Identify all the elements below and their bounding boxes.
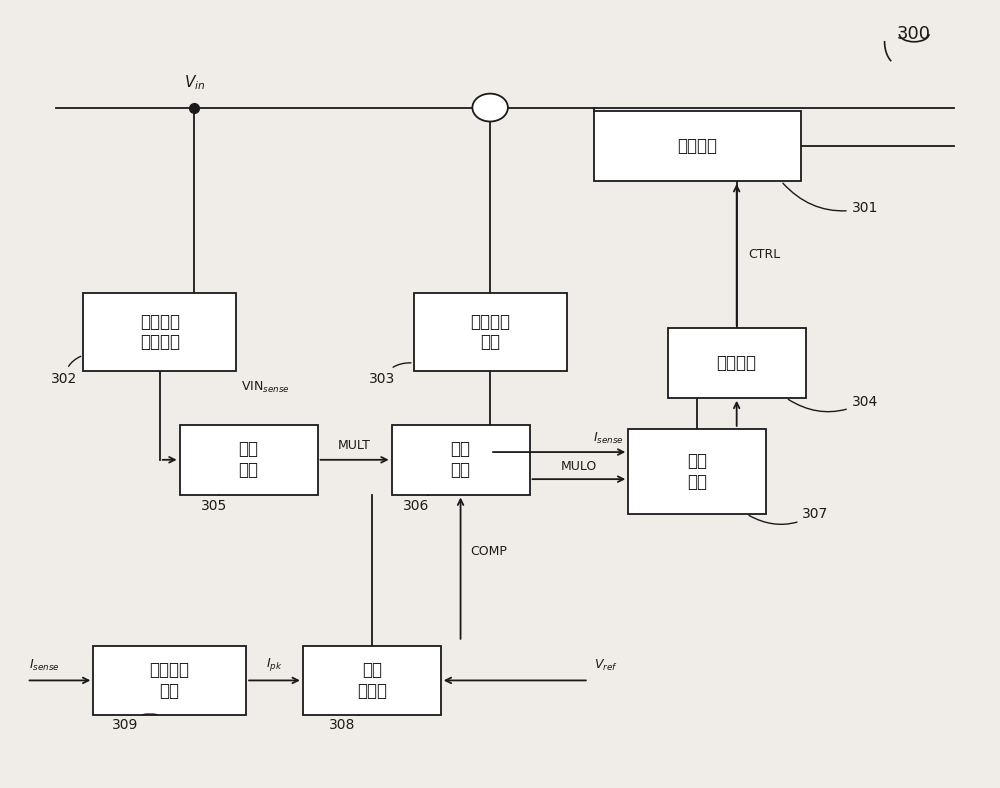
Bar <box>628 429 766 514</box>
Text: 逻辑电路: 逻辑电路 <box>717 354 757 372</box>
Text: 输入电压
采样电路: 输入电压 采样电路 <box>140 313 180 351</box>
Text: $I_{sense}$: $I_{sense}$ <box>29 657 59 673</box>
Text: 307: 307 <box>749 507 829 524</box>
Text: $V_{ref}$: $V_{ref}$ <box>594 657 617 673</box>
Text: MULT: MULT <box>338 439 371 452</box>
Text: 误差
放大器: 误差 放大器 <box>357 661 387 700</box>
Text: $I_{pk}$: $I_{pk}$ <box>266 656 283 673</box>
Text: 309: 309 <box>112 714 157 732</box>
Bar <box>93 645 246 716</box>
Text: 电流采样
电路: 电流采样 电路 <box>470 313 510 351</box>
Text: CTRL: CTRL <box>748 248 781 261</box>
Text: 300: 300 <box>897 25 931 43</box>
Bar <box>83 293 236 371</box>
Text: 308: 308 <box>329 716 359 732</box>
Text: 302: 302 <box>51 356 81 385</box>
Bar <box>668 328 806 398</box>
Text: 303: 303 <box>369 362 411 385</box>
Text: 乘法
电路: 乘法 电路 <box>451 440 471 479</box>
Text: 峰值采样
电路: 峰值采样 电路 <box>150 661 190 700</box>
Text: 306: 306 <box>403 495 429 513</box>
Text: 301: 301 <box>783 183 878 215</box>
Text: $I_{sense}$: $I_{sense}$ <box>593 431 623 446</box>
Text: 降压电路: 降压电路 <box>677 137 717 155</box>
Text: $V_{in}$: $V_{in}$ <box>184 73 205 92</box>
Text: 平方
电路: 平方 电路 <box>239 440 259 479</box>
Text: MULO: MULO <box>561 460 597 473</box>
Text: COMP: COMP <box>470 545 507 559</box>
Circle shape <box>472 94 508 121</box>
Text: 比较
电路: 比较 电路 <box>687 452 707 491</box>
Text: 305: 305 <box>201 495 227 513</box>
Text: 304: 304 <box>788 395 878 411</box>
Bar <box>303 645 441 716</box>
Bar <box>392 425 530 495</box>
Bar <box>180 425 318 495</box>
Bar <box>594 111 801 181</box>
Bar <box>414 293 567 371</box>
Text: VIN$_{sense}$: VIN$_{sense}$ <box>241 380 290 395</box>
